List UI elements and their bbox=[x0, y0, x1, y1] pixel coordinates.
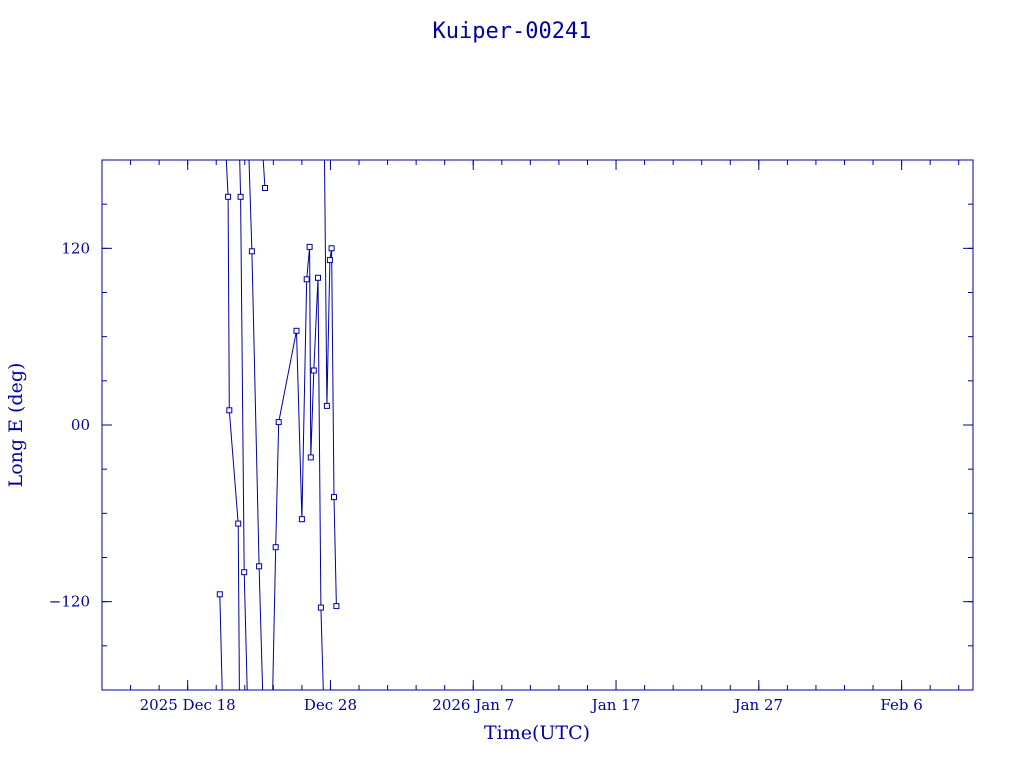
data-point bbox=[256, 563, 263, 570]
series-line-segment bbox=[225, 159, 240, 691]
data-point bbox=[310, 367, 317, 374]
data-point bbox=[323, 402, 330, 409]
series-line-segment bbox=[239, 159, 248, 691]
data-point bbox=[331, 494, 337, 501]
series-line-segment bbox=[248, 159, 264, 691]
data-point bbox=[315, 274, 321, 281]
y-axis-label: Long E (deg) bbox=[5, 363, 27, 488]
series-line-segment bbox=[262, 159, 266, 189]
data-point bbox=[306, 243, 313, 250]
series-line-segment bbox=[324, 159, 337, 607]
data-point bbox=[326, 257, 333, 264]
data-point bbox=[262, 185, 268, 191]
x-axis-ticks: 2025 Dec 18 Dec 28 2026 Jan 7 Jan 17 Jan 27 F… bbox=[130, 160, 960, 714]
data-point bbox=[225, 193, 232, 200]
series-line-segment bbox=[272, 246, 324, 691]
y-tick-label: −120 bbox=[49, 593, 90, 611]
x-axis-label: Time(UTC) bbox=[484, 722, 590, 744]
series-line-segment bbox=[219, 594, 223, 691]
data-point bbox=[226, 407, 233, 414]
data-point bbox=[328, 245, 335, 252]
data-point bbox=[241, 569, 248, 576]
data-point bbox=[293, 327, 300, 334]
y-axis-ticks: −120 00 120 bbox=[49, 203, 973, 647]
data-point bbox=[275, 419, 282, 426]
x-tick-label: 2026 Jan 7 bbox=[432, 696, 514, 714]
x-tick-label: 2025 Dec 18 bbox=[140, 696, 236, 714]
data-point bbox=[216, 591, 223, 598]
y-tick-label: 120 bbox=[61, 239, 90, 257]
data-point bbox=[303, 276, 310, 283]
data-point bbox=[298, 516, 305, 523]
data-point bbox=[272, 544, 279, 551]
data-point bbox=[248, 248, 255, 255]
x-tick-label: Feb 6 bbox=[880, 696, 922, 714]
x-tick-label: Jan 27 bbox=[733, 696, 783, 714]
data-point bbox=[317, 604, 324, 611]
x-tick-label: Jan 17 bbox=[590, 696, 640, 714]
y-tick-label: 00 bbox=[71, 416, 90, 434]
data-series bbox=[216, 159, 340, 691]
data-point bbox=[333, 603, 340, 610]
x-tick-label: Dec 28 bbox=[304, 696, 357, 714]
data-point bbox=[307, 454, 314, 461]
plot-frame bbox=[101, 159, 974, 691]
chart-title: Kuiper-00241 bbox=[433, 19, 592, 44]
data-point bbox=[235, 520, 242, 527]
data-point bbox=[237, 193, 244, 200]
